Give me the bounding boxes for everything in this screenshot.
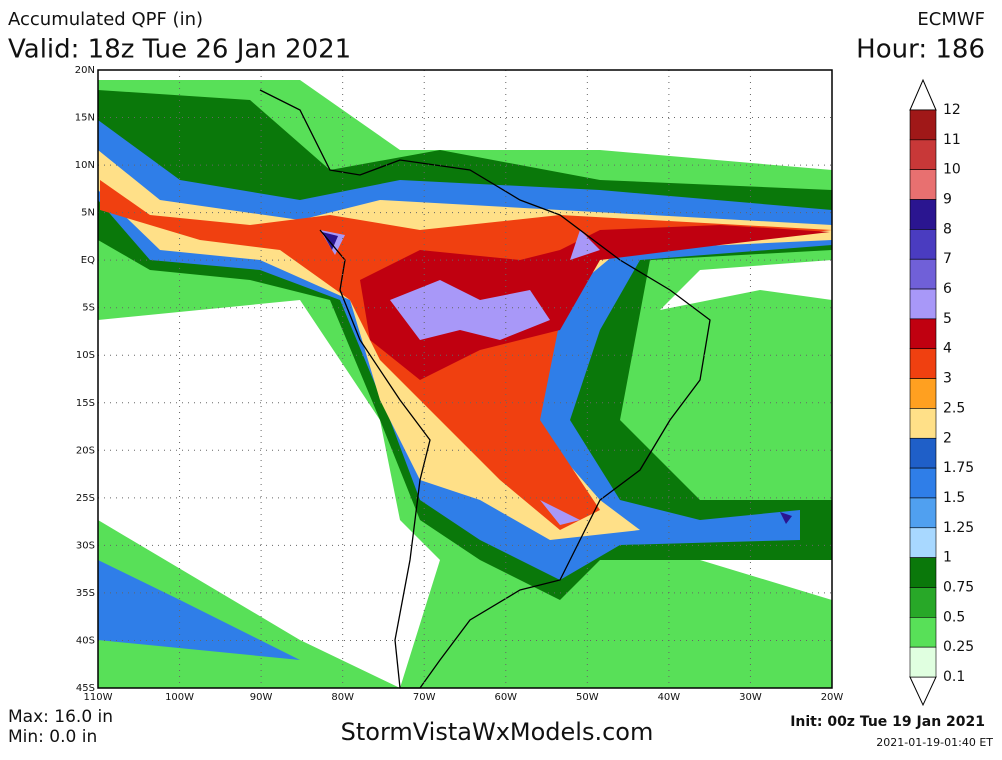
graticule xyxy=(98,70,832,688)
legend-swatch xyxy=(909,527,937,558)
legend-swatch xyxy=(909,378,937,409)
legend-label: 9 xyxy=(943,192,952,208)
legend-label: 3 xyxy=(943,371,952,387)
legend-label: 6 xyxy=(943,281,952,297)
legend-label: 0.75 xyxy=(943,579,974,595)
lon-label: 50W xyxy=(576,692,599,703)
timestamp: 2021-01-19-01:40 ET xyxy=(876,736,993,749)
max-value: Max: 16.0 in xyxy=(8,707,113,727)
legend-swatch xyxy=(909,139,937,170)
product-title: Accumulated QPF (in) xyxy=(8,9,203,30)
legend-label: 10 xyxy=(943,162,961,178)
lat-label: 25S xyxy=(76,493,95,504)
legend-label: 2 xyxy=(943,430,952,446)
axis-labels: 20N15N10N5NEQ5S10S15S20S25S30S35S40S45S1… xyxy=(75,65,844,703)
legend-label: 0.5 xyxy=(943,609,965,625)
legend-label: 2.5 xyxy=(943,400,965,416)
lat-label: 20N xyxy=(75,65,95,76)
legend-label: 1.25 xyxy=(943,520,974,536)
lat-label: 20S xyxy=(76,445,95,456)
legend-swatch xyxy=(909,109,937,141)
legend-label: 5 xyxy=(943,311,952,327)
legend-swatch xyxy=(909,646,937,678)
legend-swatch xyxy=(909,437,937,469)
lat-label: 35S xyxy=(76,588,95,599)
legend-swatch xyxy=(909,617,937,648)
model-name: ECMWF xyxy=(917,9,985,30)
min-value: Min: 0.0 in xyxy=(8,727,97,747)
legend-label: 4 xyxy=(943,341,952,357)
legend-label: 8 xyxy=(943,221,952,237)
legend-swatch xyxy=(909,557,937,588)
legend-swatch xyxy=(909,288,937,320)
legend-label: 7 xyxy=(943,251,952,267)
website: StormVistaWxModels.com xyxy=(341,718,654,746)
init-time: Init: 00z Tue 19 Jan 2021 xyxy=(790,714,985,730)
legend-swatch xyxy=(909,258,937,290)
legend-top-arrow xyxy=(909,78,937,111)
valid-time: Valid: 18z Tue 26 Jan 2021 xyxy=(8,35,351,65)
legend-label: 0.1 xyxy=(943,669,965,685)
precip-field xyxy=(98,70,832,688)
lat-label: 40S xyxy=(76,635,95,646)
lat-label: 15N xyxy=(75,113,95,124)
lon-label: 100W xyxy=(165,692,194,703)
lat-label: 45S xyxy=(76,683,95,694)
legend-label: 1.75 xyxy=(943,460,974,476)
legend: 12 11 10 9 8 7 6 5 4 3 2.5 2 1.75 1.5 1.25 1 0.75 0.5 0.25… xyxy=(909,78,974,707)
legend-label: 11 xyxy=(943,132,961,148)
legend-swatch xyxy=(909,199,937,230)
legend-swatch xyxy=(909,467,937,499)
lon-label: 60W xyxy=(494,692,517,703)
legend-swatch xyxy=(909,587,937,618)
legend-swatch xyxy=(909,497,937,529)
map-frame xyxy=(97,69,833,689)
legend-bottom-arrow xyxy=(909,676,937,707)
legend-label: 1.5 xyxy=(943,490,965,506)
lat-label: 10N xyxy=(75,160,95,171)
lat-label: 5S xyxy=(82,303,95,314)
lat-label: 10S xyxy=(76,350,95,361)
legend-swatch xyxy=(909,169,937,200)
lon-label: 80W xyxy=(331,692,354,703)
coastline xyxy=(259,89,711,689)
lat-label: 30S xyxy=(76,540,95,551)
lon-label: 90W xyxy=(250,692,273,703)
legend-label: 0.25 xyxy=(943,639,974,655)
legend-swatch xyxy=(909,318,937,350)
lat-label: 5N xyxy=(81,208,95,219)
lon-label: 30W xyxy=(739,692,762,703)
legend-swatch xyxy=(909,348,937,379)
legend-swatch xyxy=(909,229,937,260)
forecast-hour: Hour: 186 xyxy=(856,35,985,65)
legend-label: 1 xyxy=(943,550,952,566)
lat-label: 15S xyxy=(76,398,95,409)
lat-label: EQ xyxy=(81,255,95,266)
legend-swatch xyxy=(909,408,937,439)
lon-label: 20W xyxy=(821,692,844,703)
lon-label: 40W xyxy=(658,692,681,703)
lon-label: 70W xyxy=(413,692,436,703)
lon-label: 110W xyxy=(84,692,113,703)
legend-label: 12 xyxy=(943,102,961,118)
